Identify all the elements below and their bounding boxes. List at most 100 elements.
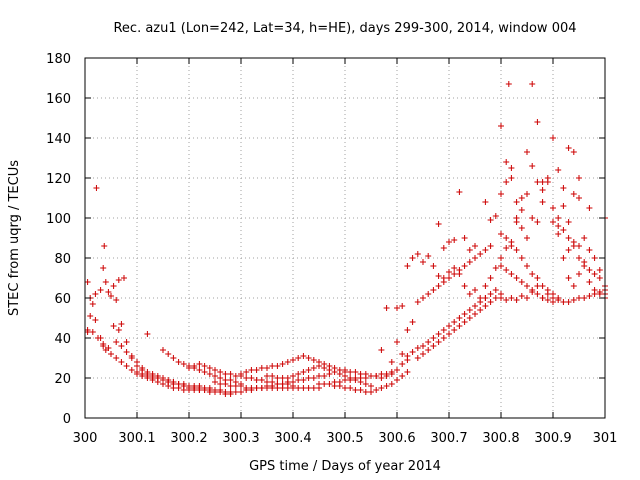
data-point xyxy=(170,379,177,385)
data-point xyxy=(435,273,442,279)
data-point xyxy=(123,339,130,345)
data-point xyxy=(321,365,328,371)
data-point xyxy=(368,383,374,389)
data-point xyxy=(534,219,541,225)
data-point xyxy=(342,385,348,391)
data-point xyxy=(362,371,369,377)
data-point xyxy=(201,369,208,375)
data-point xyxy=(451,237,458,243)
data-point xyxy=(378,385,385,391)
data-point xyxy=(544,297,551,303)
data-point xyxy=(160,381,166,387)
data-point xyxy=(238,383,244,389)
data-point xyxy=(373,373,380,379)
data-point xyxy=(196,361,203,367)
data-point xyxy=(456,323,463,329)
data-point xyxy=(321,381,328,387)
data-point xyxy=(373,387,380,393)
data-point xyxy=(430,263,437,269)
data-point xyxy=(144,331,151,337)
data-point xyxy=(258,377,265,383)
data-point xyxy=(505,81,512,87)
data-point xyxy=(539,179,546,185)
data-point xyxy=(461,235,468,241)
data-point xyxy=(498,295,504,301)
data-point xyxy=(555,223,562,229)
x-tick-label: 300.7 xyxy=(430,431,467,446)
data-point xyxy=(258,385,265,391)
data-point xyxy=(596,291,603,297)
data-point xyxy=(425,339,432,345)
data-point xyxy=(310,357,317,363)
data-point xyxy=(310,375,317,381)
data-point xyxy=(430,287,437,293)
data-point xyxy=(414,345,421,351)
data-point xyxy=(300,377,307,383)
data-point xyxy=(347,385,354,391)
data-point xyxy=(414,299,421,305)
data-point xyxy=(186,365,192,371)
data-point xyxy=(300,385,307,391)
data-point xyxy=(191,387,198,393)
data-point xyxy=(534,283,541,289)
data-point xyxy=(596,275,603,281)
data-point xyxy=(336,383,343,389)
data-point xyxy=(274,375,281,381)
data-point xyxy=(539,283,546,289)
data-point xyxy=(503,245,510,251)
data-point xyxy=(84,279,91,285)
data-point xyxy=(565,247,572,253)
data-point xyxy=(321,373,328,379)
data-point xyxy=(435,331,442,337)
data-point xyxy=(518,225,525,231)
data-point xyxy=(420,259,426,265)
data-point xyxy=(498,263,504,269)
data-point xyxy=(498,191,504,197)
data-point xyxy=(586,293,593,299)
data-point xyxy=(352,375,359,381)
data-point xyxy=(404,263,411,269)
data-point xyxy=(227,371,234,377)
data-point xyxy=(435,339,442,345)
data-point xyxy=(482,283,489,289)
data-point xyxy=(383,373,390,379)
tick-layer: 300 300.1 300.2 300.3 300.4 300.5 300.6 300.7 30… xyxy=(46,52,617,446)
data-point xyxy=(295,377,302,383)
data-point xyxy=(555,295,562,301)
data-point xyxy=(498,255,504,261)
data-point xyxy=(97,287,104,293)
data-point xyxy=(305,385,312,391)
data-point xyxy=(466,315,473,321)
data-point xyxy=(113,297,120,303)
data-point xyxy=(461,283,468,289)
data-point xyxy=(399,373,406,379)
data-point xyxy=(435,283,442,289)
y-tick-label: 100 xyxy=(46,212,71,227)
data-point xyxy=(498,231,504,237)
data-point xyxy=(227,377,234,383)
data-point xyxy=(461,311,468,317)
data-point xyxy=(487,217,494,223)
data-point xyxy=(420,295,426,301)
data-point xyxy=(440,245,447,251)
data-point xyxy=(451,271,458,277)
data-point xyxy=(134,359,140,365)
data-point xyxy=(560,255,567,261)
data-point xyxy=(388,371,395,377)
data-point xyxy=(565,235,572,241)
data-point xyxy=(534,275,541,281)
data-point xyxy=(295,385,302,391)
data-point xyxy=(290,379,296,385)
data-point xyxy=(144,369,151,375)
data-point xyxy=(409,349,416,355)
x-tick-label: 300.4 xyxy=(274,431,311,446)
data-point xyxy=(108,293,114,299)
data-point xyxy=(513,297,520,303)
data-point xyxy=(586,247,593,253)
data-point xyxy=(534,291,541,297)
data-point xyxy=(378,375,385,381)
data-point xyxy=(550,299,556,305)
x-tick-label: 300 xyxy=(73,431,98,446)
data-point xyxy=(217,387,224,393)
data-point xyxy=(388,359,395,365)
